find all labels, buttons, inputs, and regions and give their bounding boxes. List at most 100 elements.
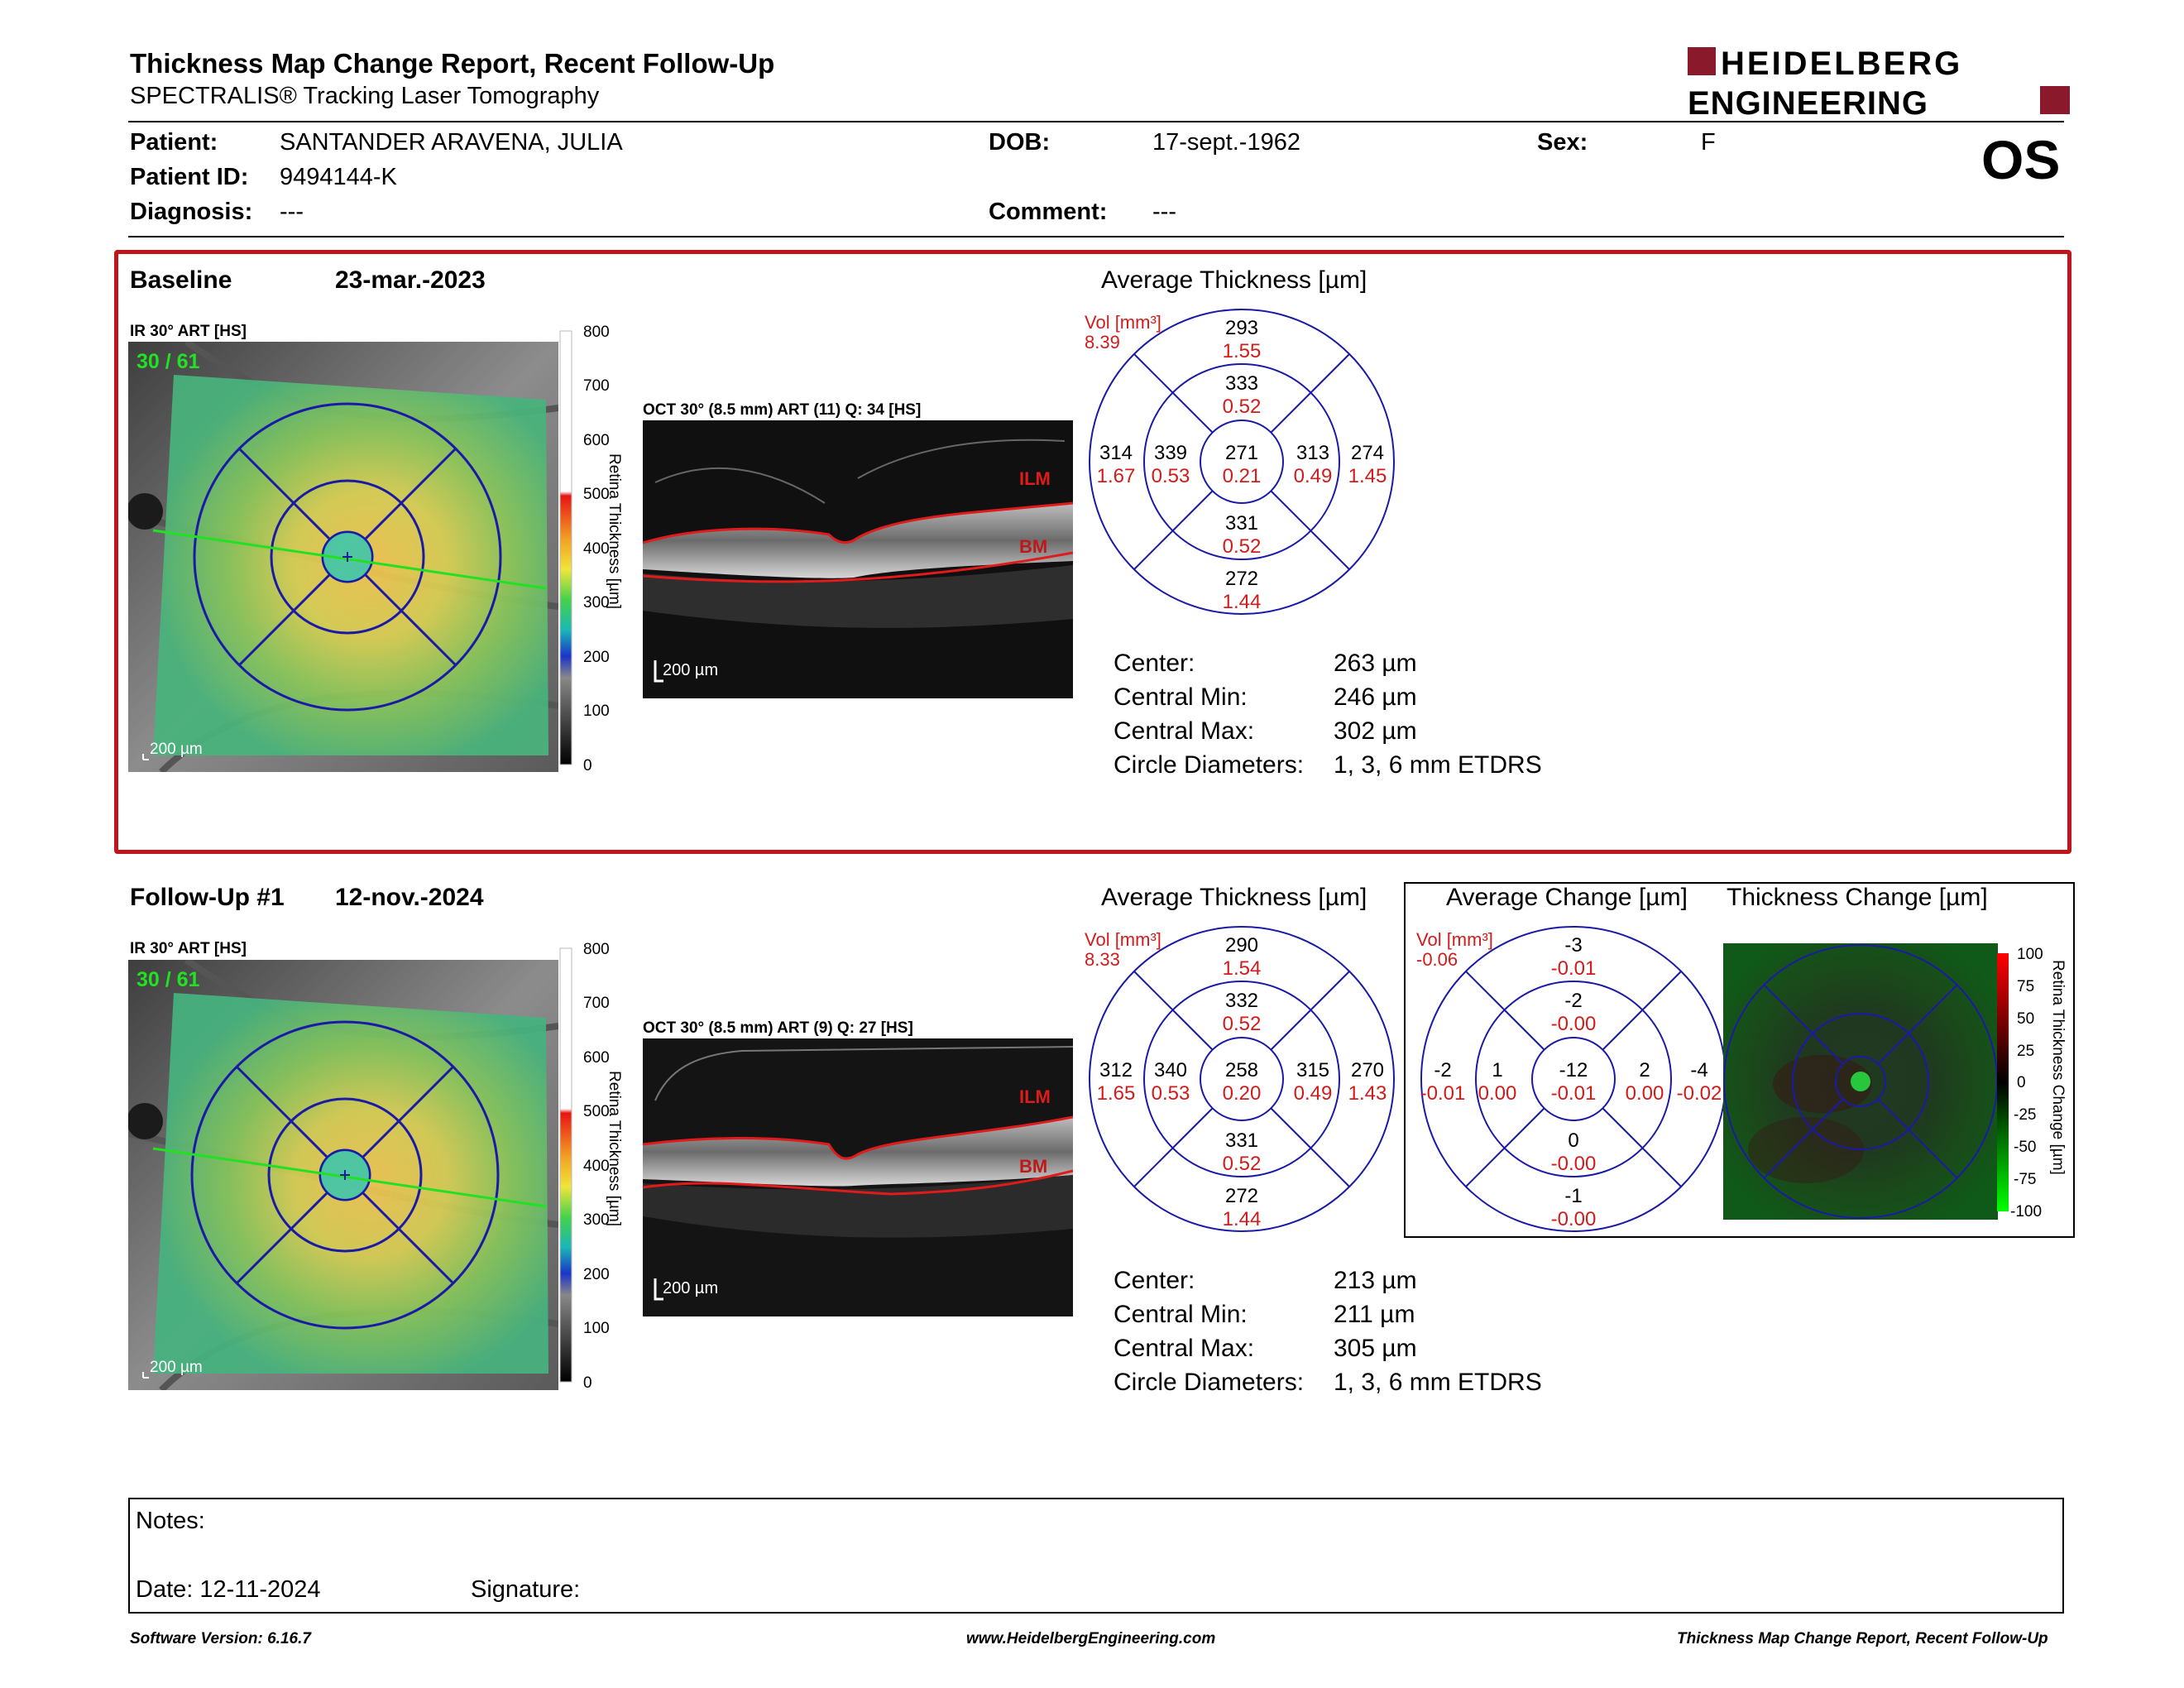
svg-text:271: 271 — [1225, 442, 1258, 464]
notes-box[interactable] — [128, 1498, 2064, 1614]
svg-text:-0.01: -0.01 — [1551, 1082, 1597, 1105]
report-title: Thickness Map Change Report, Recent Foll… — [130, 48, 775, 79]
baseline-diam-value: 1, 3, 6 mm ETDRS — [1334, 751, 1542, 779]
followup-center-value: 213 µm — [1334, 1267, 1417, 1294]
svg-text:1.45: 1.45 — [1348, 465, 1387, 487]
svg-text:300: 300 — [583, 594, 610, 611]
svg-text:600: 600 — [583, 1049, 610, 1067]
footer-software-version: Software Version: 6.16.7 — [130, 1630, 311, 1647]
svg-text:800: 800 — [583, 941, 610, 958]
dob-label: DOB: — [989, 129, 1051, 156]
baseline-date: 23-mar.-2023 — [335, 266, 486, 294]
comment-label: Comment: — [989, 199, 1108, 225]
change-vol-label: Vol [mm³] — [1416, 929, 1493, 950]
svg-text:0.00: 0.00 — [1626, 1082, 1664, 1105]
svg-text:0.49: 0.49 — [1294, 1082, 1333, 1105]
svg-text:1: 1 — [1492, 1059, 1502, 1081]
svg-text:258: 258 — [1225, 1059, 1258, 1081]
change-map-title: Thickness Change [µm] — [1727, 884, 1988, 911]
svg-text:0.52: 0.52 — [1223, 1013, 1262, 1035]
svg-text:-0.00: -0.00 — [1551, 1208, 1597, 1230]
baseline-bm-label: BM — [1019, 536, 1047, 557]
baseline-vol-label: Vol [mm³] — [1085, 312, 1161, 333]
svg-text:312: 312 — [1099, 1059, 1133, 1081]
followup-avg-title: Average Thickness [µm] — [1101, 884, 1367, 911]
svg-text:1.54: 1.54 — [1223, 957, 1262, 980]
followup-ir-overlay: 30 / 61 — [136, 968, 200, 991]
svg-text:0.21: 0.21 — [1223, 465, 1262, 487]
change-etdrs-grid: Vol [mm³] -0.06 -3 -0.01 -2 -0.00 -2 -0.… — [1416, 926, 1726, 1232]
change-frame — [1404, 882, 2075, 1238]
baseline-colorbar-title: Retina Thickness [µm] — [606, 453, 623, 609]
followup-vol-total: 8.33 — [1085, 949, 1120, 970]
svg-text:339: 339 — [1154, 442, 1187, 464]
svg-text:-75: -75 — [2014, 1171, 2036, 1188]
svg-text:1.44: 1.44 — [1223, 1208, 1262, 1230]
change-avg-title: Average Change [µm] — [1446, 884, 1688, 911]
svg-text:-25: -25 — [2014, 1106, 2036, 1124]
change-colorbar: 100 75 50 25 0 -25 -50 -75 -100 Retina T… — [1997, 946, 2067, 1220]
svg-text:-12: -12 — [1559, 1059, 1588, 1081]
baseline-etdrs-grid: Vol [mm³] 8.39 293 1.55 333 0.52 314 1.6… — [1085, 309, 1395, 615]
sex-label: Sex: — [1537, 129, 1588, 156]
svg-text:272: 272 — [1225, 568, 1258, 590]
baseline-frame — [114, 250, 2071, 854]
followup-max-label: Central Max: — [1114, 1335, 1255, 1362]
svg-text:1.43: 1.43 — [1348, 1082, 1387, 1105]
svg-text:313: 313 — [1296, 442, 1329, 464]
notes-date: Date: 12-11-2024 — [136, 1576, 321, 1603]
followup-diam-label: Circle Diameters: — [1114, 1369, 1305, 1396]
baseline-min-value: 246 µm — [1334, 683, 1417, 711]
svg-text:-0.02: -0.02 — [1677, 1082, 1722, 1105]
svg-text:340: 340 — [1154, 1059, 1187, 1081]
followup-bm-label: BM — [1019, 1156, 1047, 1177]
baseline-oct-scan: ILM BM 200 µm — [643, 420, 1073, 698]
footer-website: www.HeidelbergEngineering.com — [966, 1630, 1216, 1647]
baseline-ir-overlay: 30 / 61 — [136, 350, 200, 373]
followup-min-label: Central Min: — [1114, 1301, 1248, 1328]
patient-label: Patient: — [130, 129, 218, 156]
svg-text:800: 800 — [583, 324, 610, 341]
followup-title: Follow-Up #1 — [130, 884, 285, 911]
svg-text:-2: -2 — [1434, 1059, 1451, 1081]
followup-center-label: Center: — [1114, 1267, 1195, 1294]
svg-text:0.52: 0.52 — [1223, 1153, 1262, 1175]
comment-value: --- — [1152, 199, 1176, 225]
svg-text:0.00: 0.00 — [1478, 1082, 1517, 1105]
followup-ir-scale: 200 µm — [150, 1359, 203, 1376]
heidelberg-logo: HEIDELBERG ENGINEERING — [1688, 46, 2070, 119]
svg-text:274: 274 — [1351, 442, 1384, 464]
svg-text:-0.00: -0.00 — [1551, 1153, 1597, 1175]
eye-indicator: OS — [1981, 129, 2061, 190]
dob-value: 17-sept.-1962 — [1152, 129, 1300, 156]
svg-text:332: 332 — [1225, 990, 1258, 1012]
thickness-change-map — [1723, 943, 1998, 1220]
followup-colorbar-title: Retina Thickness [µm] — [606, 1071, 623, 1226]
baseline-title: Baseline — [130, 266, 232, 294]
baseline-max-value: 302 µm — [1334, 717, 1417, 745]
svg-text:-50: -50 — [2014, 1139, 2036, 1156]
patient-id: 9494144-K — [280, 164, 397, 190]
sex-value: F — [1701, 129, 1716, 156]
svg-text:314: 314 — [1099, 442, 1133, 464]
svg-text:100: 100 — [583, 703, 610, 720]
baseline-diam-label: Circle Diameters: — [1114, 751, 1305, 779]
followup-vol-label: Vol [mm³] — [1085, 929, 1161, 950]
svg-text:0: 0 — [2017, 1074, 2026, 1091]
footer-report-name: Thickness Map Change Report, Recent Foll… — [1677, 1630, 2048, 1647]
svg-text:100: 100 — [2017, 946, 2043, 963]
svg-text:1.67: 1.67 — [1097, 465, 1136, 487]
svg-text:0.49: 0.49 — [1294, 465, 1333, 487]
svg-text:200: 200 — [583, 1266, 610, 1283]
baseline-vol-total: 8.39 — [1085, 332, 1120, 352]
svg-text:0.53: 0.53 — [1152, 465, 1190, 487]
followup-ir-label: IR 30° ART [HS] — [130, 940, 247, 957]
notes-signature: Signature: — [471, 1576, 581, 1603]
svg-text:0: 0 — [583, 757, 592, 774]
svg-text:-0.01: -0.01 — [1420, 1082, 1466, 1105]
followup-min-value: 211 µm — [1334, 1301, 1415, 1328]
svg-text:600: 600 — [583, 432, 610, 449]
svg-text:-0.01: -0.01 — [1551, 957, 1597, 980]
baseline-ilm-label: ILM — [1019, 468, 1051, 489]
svg-text:700: 700 — [583, 995, 610, 1012]
